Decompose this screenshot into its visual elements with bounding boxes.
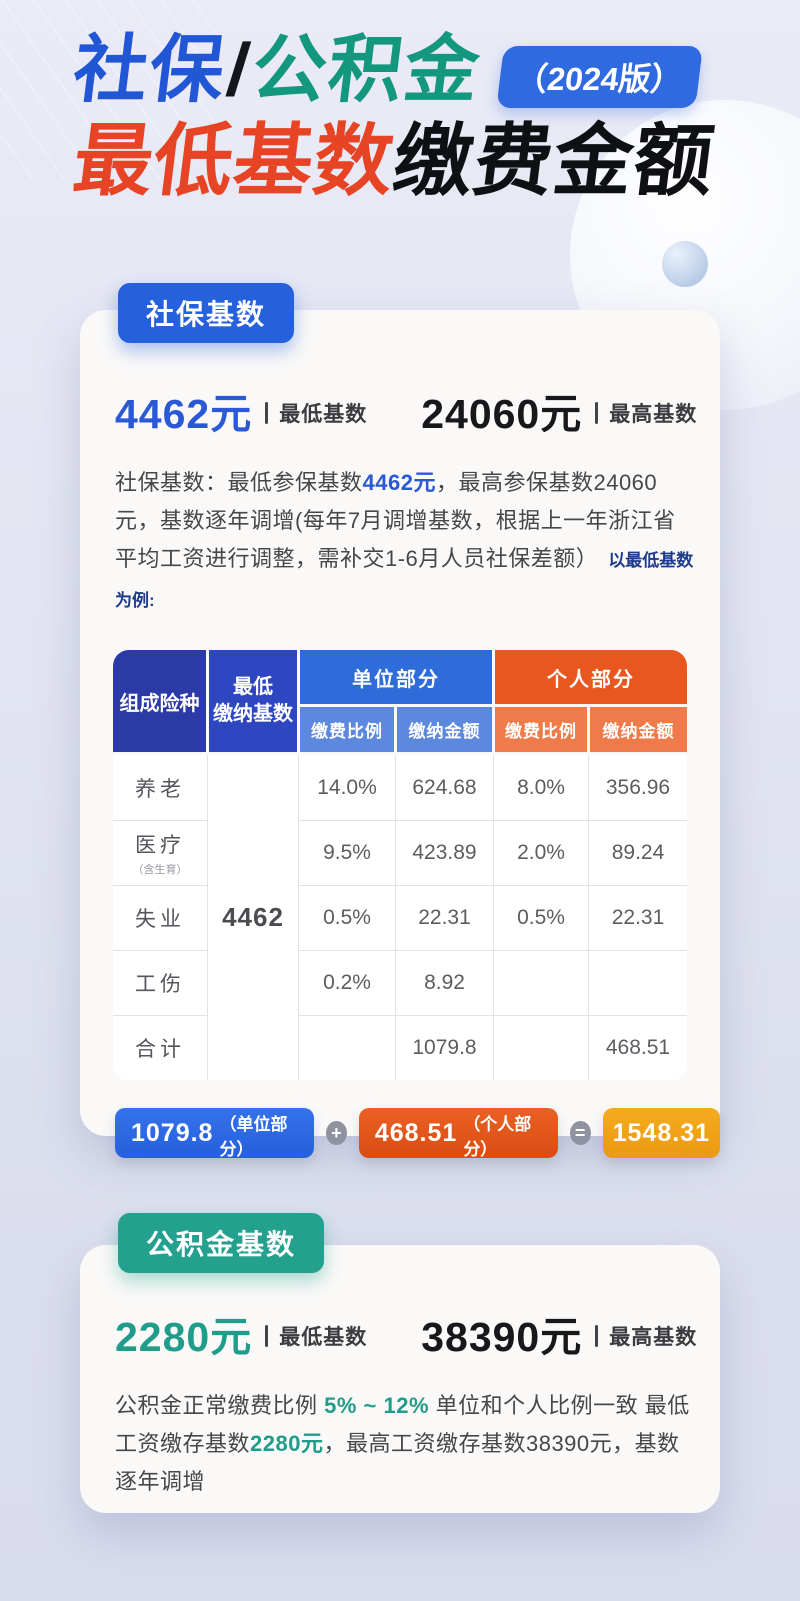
header-company-rate: 缴费比例 — [300, 707, 394, 752]
fund-min-group: 2280元 最低基数 — [115, 1303, 367, 1363]
row-injury-name: 工伤 — [113, 950, 207, 1015]
desc-highlight-min: 4462元 — [362, 470, 436, 495]
desc-segment: 社保基数：最低参保基数 — [115, 470, 363, 495]
row-medical-name: 医疗 （含生育） — [113, 820, 207, 885]
sphere-decoration — [662, 241, 708, 287]
fund-max-label: 最高基数 — [609, 1326, 698, 1349]
header-min-base-line2: 缴纳基数 — [213, 703, 293, 725]
personal-total-label: （个人部分） — [463, 1114, 532, 1159]
company-total-value: 1079.8 — [131, 1118, 214, 1147]
contribution-table: 组成险种 最低 缴纳基数 单位部分 个人部分 缴费比例 缴纳金额 缴费比例 缴纳… — [113, 650, 687, 1080]
grand-total-value: 1548.31 — [612, 1118, 711, 1147]
plus-icon: + — [325, 1121, 347, 1145]
table-cell: 22.31 — [395, 885, 493, 950]
title-line-2: 最低基数缴费金额 — [68, 115, 780, 205]
desc-segment: ，最高参保基数24060元，基数逐年调增(每年7月调增基数，根据上一年浙江省平均… — [115, 470, 676, 571]
header-min-base-line1: 最低 — [233, 676, 273, 698]
table-cell: 468.51 — [588, 1015, 687, 1080]
table-cell — [493, 1015, 588, 1080]
table-cell: 8.0% — [493, 755, 588, 820]
social-min-value: 4462元 — [115, 391, 253, 437]
equals-icon: = — [569, 1121, 591, 1145]
poster-header: 社保 / 公积金 （2024版） 最低基数缴费金额 — [69, 28, 774, 205]
fund-min-label: 最低基数 — [279, 1326, 368, 1349]
row-pension-name: 养老 — [113, 755, 207, 820]
table-body: 养老 4462 14.0% 624.68 8.0% 356.96 医疗 （含生育… — [113, 755, 687, 1080]
social-max-value: 24060元 — [421, 391, 583, 437]
social-max-group: 24060元 最高基数 — [421, 380, 697, 440]
header-personal-amount: 缴纳金额 — [590, 707, 687, 752]
corner-line-pattern — [0, 0, 220, 180]
fund-max-group: 38390元 最高基数 — [421, 1303, 697, 1363]
table-cell — [588, 950, 687, 1015]
row-unemployment-name: 失业 — [113, 885, 207, 950]
social-insurance-card: 社保基数 4462元 最低基数 24060元 最高基数 社保基数：最低参保基数4… — [80, 283, 720, 1159]
fund-min-value: 2280元 — [115, 1314, 253, 1360]
fund-description: 公积金正常缴费比例 5% ~ 12% 单位和个人比例一致 最低工资缴存基数228… — [115, 1387, 697, 1501]
title-shebao: 社保 — [68, 28, 232, 111]
table-cell: 1079.8 — [395, 1015, 493, 1080]
table-cell — [493, 950, 588, 1015]
header-personal-rate: 缴费比例 — [495, 707, 587, 752]
social-max-label: 最高基数 — [609, 403, 698, 426]
divider-bar — [265, 402, 269, 424]
table-cell: 14.0% — [298, 755, 395, 820]
total-formula: 1079.8 （单位部分） + 468.51 （个人部分） = 1548.31 — [115, 1108, 720, 1159]
housing-fund-card: 公积金基数 2280元 最低基数 38390元 最高基数 公积金正常缴费比例 5… — [80, 1213, 720, 1513]
table-cell — [298, 1015, 395, 1080]
social-min-group: 4462元 最低基数 — [115, 380, 367, 440]
divider-bar — [265, 1325, 269, 1347]
header-company-part: 单位部分 — [300, 650, 492, 704]
table-cell: 0.2% — [298, 950, 395, 1015]
title-payment-amount: 缴费金额 — [388, 115, 720, 205]
table-cell: 356.96 — [588, 755, 687, 820]
year-badge: （2024版） — [495, 46, 703, 108]
table-cell: 0.5% — [493, 885, 588, 950]
title-gongjijin: 公积金 — [247, 28, 486, 111]
personal-total-pill: 468.51 （个人部分） — [358, 1108, 558, 1159]
fund-base-numbers: 2280元 最低基数 38390元 最高基数 — [80, 1245, 720, 1363]
medical-sub-label: （含生育） — [132, 864, 188, 876]
social-base-badge: 社保基数 — [118, 283, 295, 343]
desc-highlight-ratio: 5% ~ 12% — [324, 1393, 430, 1418]
example-note: 以最低基数为例: — [115, 551, 694, 610]
social-description: 社保基数：最低参保基数4462元，最高参保基数24060元，基数逐年调增(每年7… — [115, 464, 697, 620]
company-total-label: （单位部分） — [219, 1114, 288, 1159]
header-personal-part: 个人部分 — [495, 650, 687, 704]
fund-base-badge: 公积金基数 — [118, 1213, 325, 1273]
header-company-amount: 缴纳金额 — [397, 707, 492, 752]
social-min-label: 最低基数 — [279, 403, 368, 426]
company-total-pill: 1079.8 （单位部分） — [115, 1108, 314, 1159]
desc-highlight-min: 2280元 — [250, 1431, 324, 1456]
table-cell: 89.24 — [588, 820, 687, 885]
desc-segment: ，最高工资缴存基数38390元，基数逐年调增 — [115, 1431, 680, 1494]
table-cell: 9.5% — [298, 820, 395, 885]
personal-total-value: 468.51 — [374, 1118, 458, 1147]
divider-bar — [595, 1325, 599, 1347]
fund-max-value: 38390元 — [421, 1314, 583, 1360]
table-cell: 2.0% — [493, 820, 588, 885]
grand-total-pill: 1548.31 — [602, 1108, 720, 1158]
title-min-base: 最低基数 — [68, 115, 400, 205]
table-cell: 423.89 — [395, 820, 493, 885]
table-cell: 0.5% — [298, 885, 395, 950]
title-line-1: 社保 / 公积金 （2024版） — [68, 28, 779, 111]
desc-segment: 单位和个人比例一致 最低工资缴存基数 — [115, 1393, 690, 1456]
row-total-name: 合计 — [113, 1015, 207, 1080]
header-insurance-type: 组成险种 — [113, 650, 206, 752]
table-cell: 22.31 — [588, 885, 687, 950]
table-cell: 8.92 — [395, 950, 493, 1015]
header-min-base: 最低 缴纳基数 — [209, 650, 297, 752]
table-header: 组成险种 最低 缴纳基数 单位部分 个人部分 缴费比例 缴纳金额 缴费比例 缴纳… — [113, 650, 687, 752]
divider-bar — [595, 402, 599, 424]
merged-base-cell: 4462 — [207, 755, 298, 1080]
desc-segment: 公积金正常缴费比例 — [115, 1393, 325, 1418]
table-cell: 624.68 — [395, 755, 493, 820]
social-base-numbers: 4462元 最低基数 24060元 最高基数 — [80, 310, 720, 440]
